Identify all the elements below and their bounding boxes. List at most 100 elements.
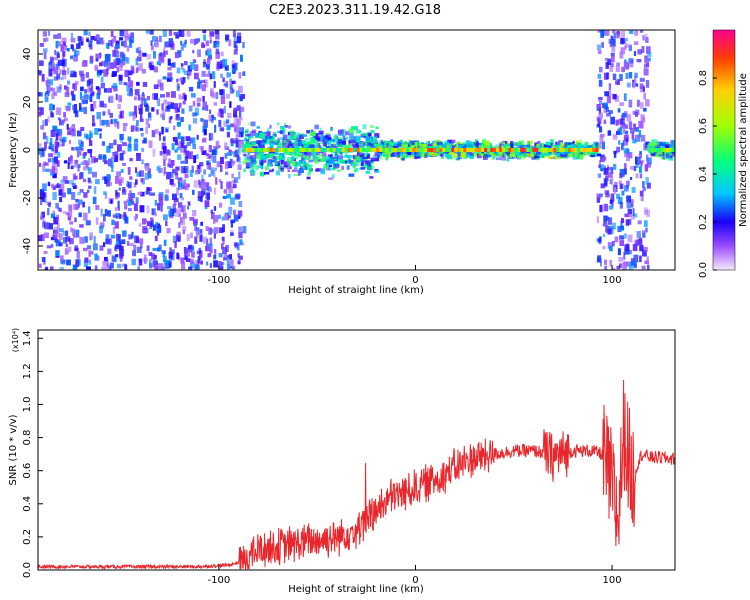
spectrogram-cell — [307, 151, 311, 156]
spectrogram-cell — [615, 119, 619, 126]
spectrogram-cell — [632, 243, 638, 252]
spectrogram-cell — [610, 63, 614, 67]
spectrogram-cell — [237, 164, 242, 170]
spectrogram-cell — [105, 238, 110, 245]
spectrogram-cell — [643, 107, 647, 112]
spectrogram-cell — [53, 156, 58, 164]
spectrogram-cell — [114, 244, 119, 249]
spectrogram-cell — [47, 115, 50, 123]
spectrogram-cell — [284, 125, 288, 128]
spectrogram-cell — [165, 50, 168, 55]
spectrogram-cell — [617, 248, 621, 256]
spectrogram-cell — [86, 189, 90, 193]
spectrogram-cell — [225, 93, 230, 99]
spectrogram-cell — [165, 220, 168, 227]
spectrogram-cell — [226, 119, 230, 124]
spectrogram-cell — [185, 258, 191, 262]
spectrogram-cell — [612, 134, 618, 140]
spectrogram-cell — [441, 143, 447, 148]
spectrogram-cell — [381, 141, 385, 146]
spectrogram-cell — [118, 241, 122, 248]
spectrogram-cell — [374, 133, 380, 138]
spectrogram-cell — [203, 128, 207, 136]
spectrogram-cell — [348, 173, 355, 177]
spectrogram-cell — [609, 199, 613, 204]
spectrogram-cell — [353, 148, 357, 152]
spectrogram-cell — [173, 198, 179, 202]
spectrogram-cell — [114, 247, 118, 252]
spectrogram-cell — [369, 176, 374, 179]
spectrogram-cell — [374, 151, 379, 157]
spectrogram-cell — [250, 135, 253, 139]
spectrogram-cell — [150, 253, 155, 260]
spectrogram-cell — [439, 152, 444, 157]
spectrogram-cell — [359, 148, 363, 152]
spectrogram-cell — [281, 148, 285, 152]
spectrogram-cell — [388, 148, 392, 152]
spectrogram-cell — [609, 40, 614, 48]
spectrogram-cell — [230, 221, 233, 228]
spectrogram-cell — [71, 183, 77, 188]
spectrogram-cell — [184, 248, 188, 256]
spectrogram-cell — [411, 155, 415, 159]
spectrogram-cell — [108, 87, 112, 93]
colorbar-tick-label: 0.2 — [698, 214, 709, 230]
spectrogram-cell — [141, 159, 144, 165]
spectrogram-cell — [367, 166, 373, 170]
spectrogram-cell — [244, 154, 249, 160]
spectrogram-cell — [66, 123, 69, 130]
spectrogram-cell — [643, 92, 647, 100]
spectrogram-cell — [376, 148, 380, 152]
spectrogram-cell — [115, 195, 119, 200]
spectrogram-cell — [168, 251, 173, 259]
spectrogram-cell — [48, 223, 53, 230]
spectrogram-cell — [635, 239, 639, 246]
spectrogram-cell — [131, 258, 137, 266]
spectrogram-cell — [618, 140, 621, 145]
spectrogram-cell — [181, 262, 186, 270]
spectrogram-cell — [146, 205, 150, 214]
spectrogram-cell — [122, 61, 126, 66]
spectrogram-cell — [42, 220, 46, 228]
spectrogram-cell — [50, 213, 56, 219]
spectrogram-cell — [54, 230, 60, 238]
spectrogram-cell — [127, 181, 132, 189]
spectrogram-cell — [506, 157, 510, 162]
spectrogram-cell — [298, 172, 301, 177]
spectrogram-cell — [388, 153, 391, 158]
spectrogram-cell — [633, 254, 639, 263]
spectrogram-cell — [235, 125, 240, 134]
spectrogram-cell — [255, 133, 261, 138]
spectrogram-cell — [342, 140, 347, 145]
spectrogram-cell — [169, 41, 174, 47]
spectrogram-cell — [109, 62, 115, 69]
spectrogram-cell — [87, 245, 92, 250]
spectrogram-cell — [613, 38, 616, 47]
spectrogram-cell — [620, 47, 626, 55]
spectrogram-cell — [201, 42, 205, 48]
spectrogram-cell — [633, 166, 637, 172]
spectrogram-cell — [671, 148, 675, 152]
spectrogram-cell — [294, 146, 300, 150]
spectrogram-cell — [94, 66, 99, 71]
spectrogram-cell — [226, 182, 231, 190]
spectrogram-cell — [600, 30, 604, 38]
spectrogram-cell — [162, 256, 167, 262]
spectrogram-cell — [266, 148, 270, 152]
spectrogram-cell — [609, 245, 613, 252]
spectrogram-cell — [67, 157, 71, 165]
spectrogram-cell — [289, 165, 292, 169]
spectrogram-cell — [598, 195, 602, 200]
spectrogram-cell — [231, 150, 234, 155]
spectrogram-cell — [120, 169, 124, 173]
spectrogram-cell — [619, 240, 625, 246]
spectrogram-cell — [100, 76, 104, 83]
spectrogram-cell — [656, 143, 662, 148]
spectrogram-cell — [177, 142, 182, 149]
spectrogram-cell — [122, 230, 127, 237]
spectrogram-cell — [194, 72, 199, 80]
spectrogram-cell — [370, 157, 376, 160]
spectrogram-cell — [79, 37, 84, 42]
snr-series-line — [38, 379, 675, 570]
spectrogram-cell — [145, 165, 149, 171]
